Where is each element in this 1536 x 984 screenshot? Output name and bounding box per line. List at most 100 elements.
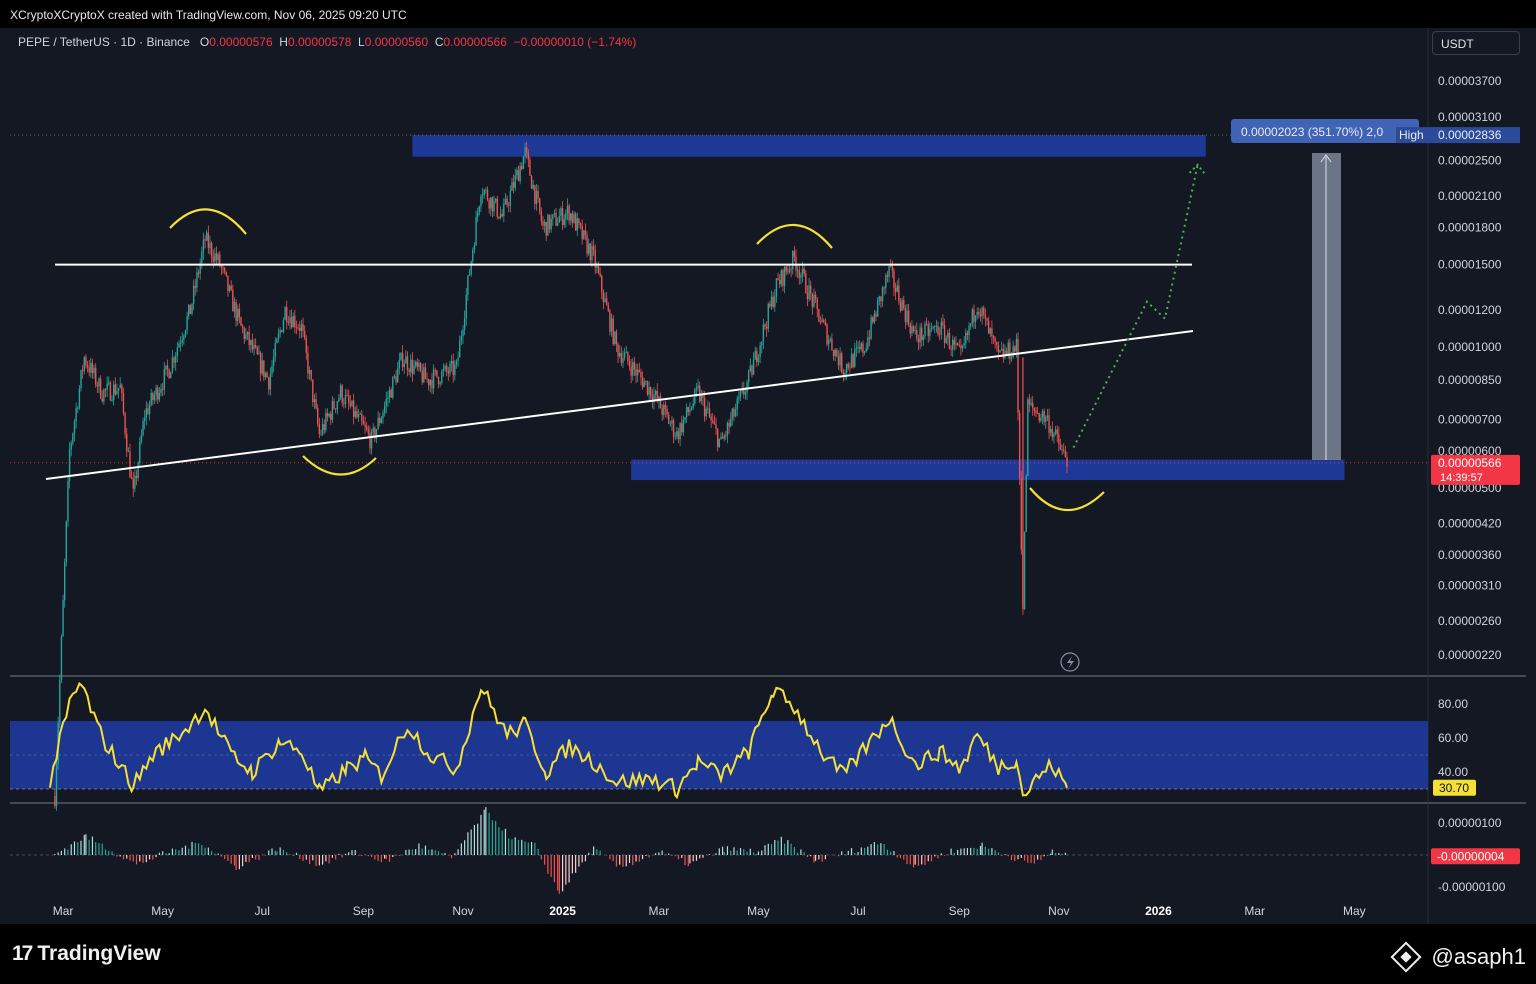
candle [460,330,463,346]
candle-body [401,352,404,368]
candle [932,325,934,330]
candle-body [189,304,192,314]
candle-body [1010,357,1013,360]
candle-body [321,424,324,434]
candle-body [700,394,703,402]
candle [909,322,911,339]
quote-currency-button[interactable]: USDT [1432,31,1520,55]
candle-body [850,354,853,368]
tradingview-logo-icon: 17 [12,942,33,965]
candle [463,310,466,336]
candle [648,381,650,402]
candle [896,280,898,293]
candle-body [143,417,146,422]
candle-body [705,408,707,417]
rsi-current-value: 30.70 [1439,781,1469,795]
candle-body [857,346,859,348]
candle-body [215,253,218,261]
candle [552,214,554,226]
candle-body [612,318,614,345]
candle-body [548,214,551,230]
candle-body [788,268,791,273]
candle-body [808,285,810,300]
high-tag-label: High [1399,128,1424,142]
candle [847,361,849,371]
candle-body [390,389,392,398]
candle [979,308,982,322]
candle-body [220,265,223,268]
candle [323,419,325,435]
candle-body [889,265,892,267]
candle [470,260,472,277]
candle [705,406,707,420]
candle [666,405,668,419]
candle [710,413,712,428]
left-bottom-arc [302,455,377,476]
candle-body [844,372,846,375]
candle [684,417,686,424]
candle-body [971,309,974,324]
candle [1027,397,1029,477]
candle-body [777,278,779,281]
candle-body [604,298,606,302]
tradingview-logo[interactable]: 17 TradingView [12,942,161,966]
candle [558,208,561,223]
projection-path [1072,164,1199,449]
candle [667,411,670,424]
candle-body [310,369,312,380]
candle [1004,344,1006,360]
candle-body [473,245,476,250]
candle-body [811,293,814,307]
candle-body [674,436,676,438]
chart-panel[interactable]: 0.00002023 (351.70%) 2,0 0.00003700 0.000… [0,28,1536,924]
candle [839,347,841,372]
candle-body [615,331,618,345]
candle-body [690,407,693,410]
candle [215,246,218,265]
candle [658,395,660,409]
candle-body [426,379,428,380]
candle [1058,426,1060,452]
candle [534,184,536,210]
candle [857,341,859,354]
candle-body [214,253,216,262]
candle [565,209,567,228]
candle [137,461,139,482]
candle [388,386,391,404]
candle [81,364,84,379]
candle [1045,415,1047,429]
candle [237,304,239,326]
candle-body [623,353,626,358]
candle-body [947,332,949,338]
low-label: L [358,35,365,49]
lightning-icon [1060,652,1080,672]
candle-body [269,373,272,390]
candle [263,360,265,381]
candle [1063,443,1065,454]
candle-body [950,348,952,350]
candle [1023,531,1026,611]
candle [767,302,769,333]
candle-body [659,396,662,409]
candle-body [452,361,454,376]
symbol-label[interactable]: PEPE / TetherUS · 1D · Binance [18,35,190,49]
candle [472,247,474,265]
candle-body [460,336,463,341]
candle-body [720,436,722,439]
candle-body [627,351,629,362]
candle-body [1045,417,1047,422]
candle [122,387,125,416]
candle-body [241,325,244,329]
candle-body [201,251,203,263]
candle-body [303,331,306,338]
candle [439,381,441,388]
candle-body [445,365,448,372]
candle-body [418,362,420,368]
candle-body [697,385,699,389]
candle [953,336,956,351]
candle-body [150,392,152,405]
chart-canvas[interactable]: 0.00002023 (351.70%) 2,0 0.00003700 0.000… [0,28,1536,924]
candle [1049,425,1052,437]
candle [751,364,753,378]
candle [548,214,551,233]
